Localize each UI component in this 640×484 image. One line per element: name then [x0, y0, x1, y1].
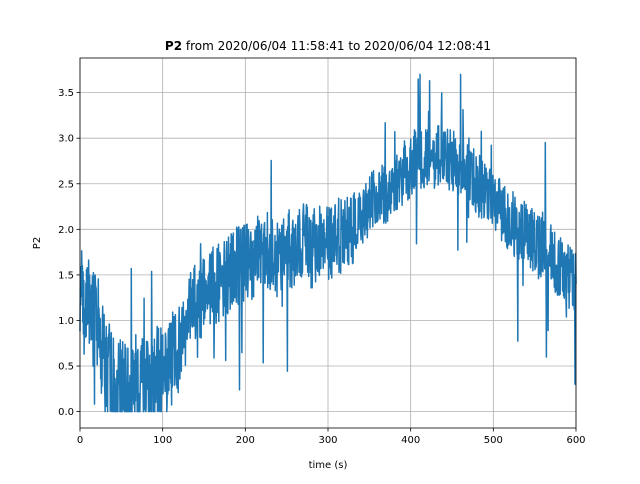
x-tick-label: 300 — [318, 435, 337, 446]
x-tick-label: 0 — [77, 435, 83, 446]
x-tick-label: 400 — [401, 435, 420, 446]
y-tick-label: 1.0 — [58, 316, 74, 327]
y-tick-label: 0.0 — [58, 407, 74, 418]
y-tick-label: 2.0 — [58, 225, 74, 236]
p2-series-line — [79, 73, 577, 413]
x-tick-label: 200 — [236, 435, 255, 446]
chart-title-bold: P2 — [165, 39, 182, 53]
y-tick-label: 3.5 — [58, 88, 74, 99]
y-axis-label: P2 — [32, 237, 43, 249]
y-tick-label: 1.5 — [58, 270, 74, 281]
chart-title-rest: from 2020/06/04 11:58:41 to 2020/06/04 1… — [182, 39, 491, 53]
x-axis-ticks: 0 100 200 300 400 500 600 — [77, 428, 586, 446]
x-tick-label: 500 — [484, 435, 503, 446]
x-tick-label: 100 — [153, 435, 172, 446]
chart-title: P2 from 2020/06/04 11:58:41 to 2020/06/0… — [165, 39, 491, 53]
y-tick-label: 2.5 — [58, 179, 74, 190]
y-axis-ticks: 0.0 0.5 1.0 1.5 2.0 2.5 3.0 3.5 — [58, 88, 80, 418]
y-tick-label: 3.0 — [58, 134, 74, 145]
x-axis-label: time (s) — [309, 460, 348, 471]
y-tick-label: 0.5 — [58, 362, 74, 373]
x-tick-label: 600 — [566, 435, 585, 446]
